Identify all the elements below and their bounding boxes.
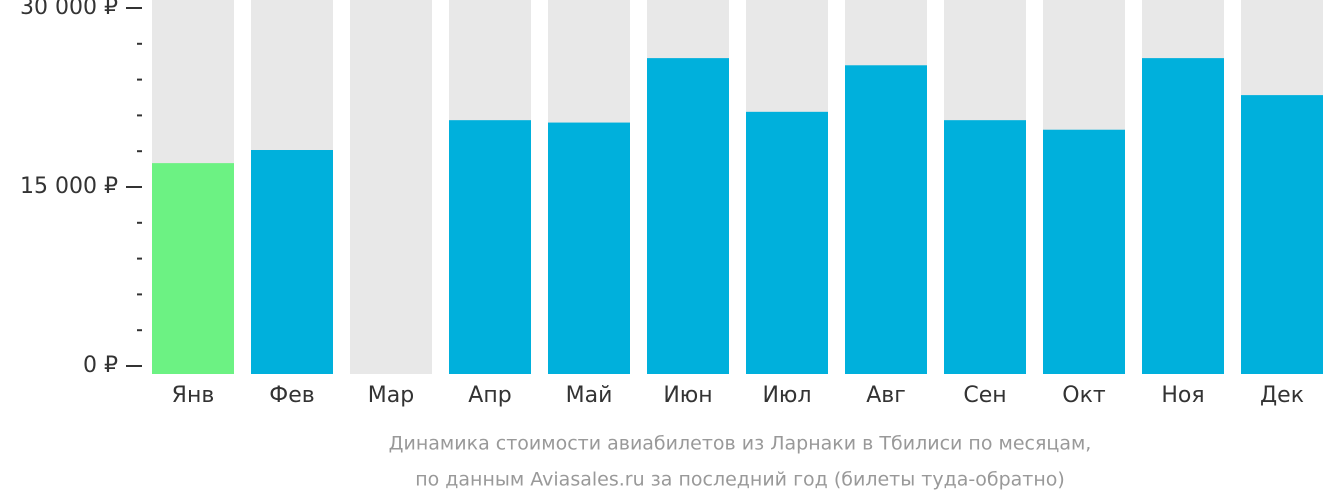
x-tick-label: Янв <box>172 383 215 408</box>
x-tick-label: Авг <box>866 383 906 408</box>
y-tick-label: 0 ₽ <box>83 353 118 378</box>
bar <box>1241 95 1323 374</box>
bar-background <box>350 0 432 374</box>
bar <box>1142 58 1224 375</box>
x-tick-label: Дек <box>1260 383 1304 408</box>
caption: по данным Aviasales.ru за последний год … <box>415 469 1065 491</box>
bar <box>944 120 1026 374</box>
x-tick-label: Мар <box>368 383 414 408</box>
bar <box>251 150 333 374</box>
x-tick-label: Июн <box>663 383 712 408</box>
x-tick-label: Май <box>566 383 613 408</box>
bar <box>548 122 630 374</box>
y-tick-label: 15 000 ₽ <box>20 174 118 199</box>
bar <box>449 120 531 374</box>
x-tick-label: Июл <box>762 383 811 408</box>
bar <box>647 58 729 375</box>
bar <box>152 163 234 374</box>
bar <box>845 65 927 374</box>
x-tick-label: Фев <box>269 383 314 408</box>
x-tick-label: Сен <box>963 383 1006 408</box>
y-tick-label: 30 000 ₽ <box>20 0 118 20</box>
x-tick-label: Окт <box>1062 383 1106 408</box>
x-tick-label: Ноя <box>1161 383 1204 408</box>
caption: Динамика стоимости авиабилетов из Ларнак… <box>389 433 1092 455</box>
bar <box>746 111 828 374</box>
x-tick-label: Апр <box>468 383 511 408</box>
bar <box>1043 129 1125 374</box>
